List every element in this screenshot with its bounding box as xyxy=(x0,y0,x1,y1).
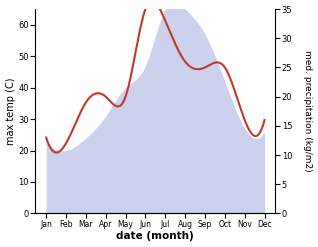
Y-axis label: med. precipitation (kg/m2): med. precipitation (kg/m2) xyxy=(303,50,313,172)
Y-axis label: max temp (C): max temp (C) xyxy=(5,78,16,145)
X-axis label: date (month): date (month) xyxy=(116,231,194,242)
